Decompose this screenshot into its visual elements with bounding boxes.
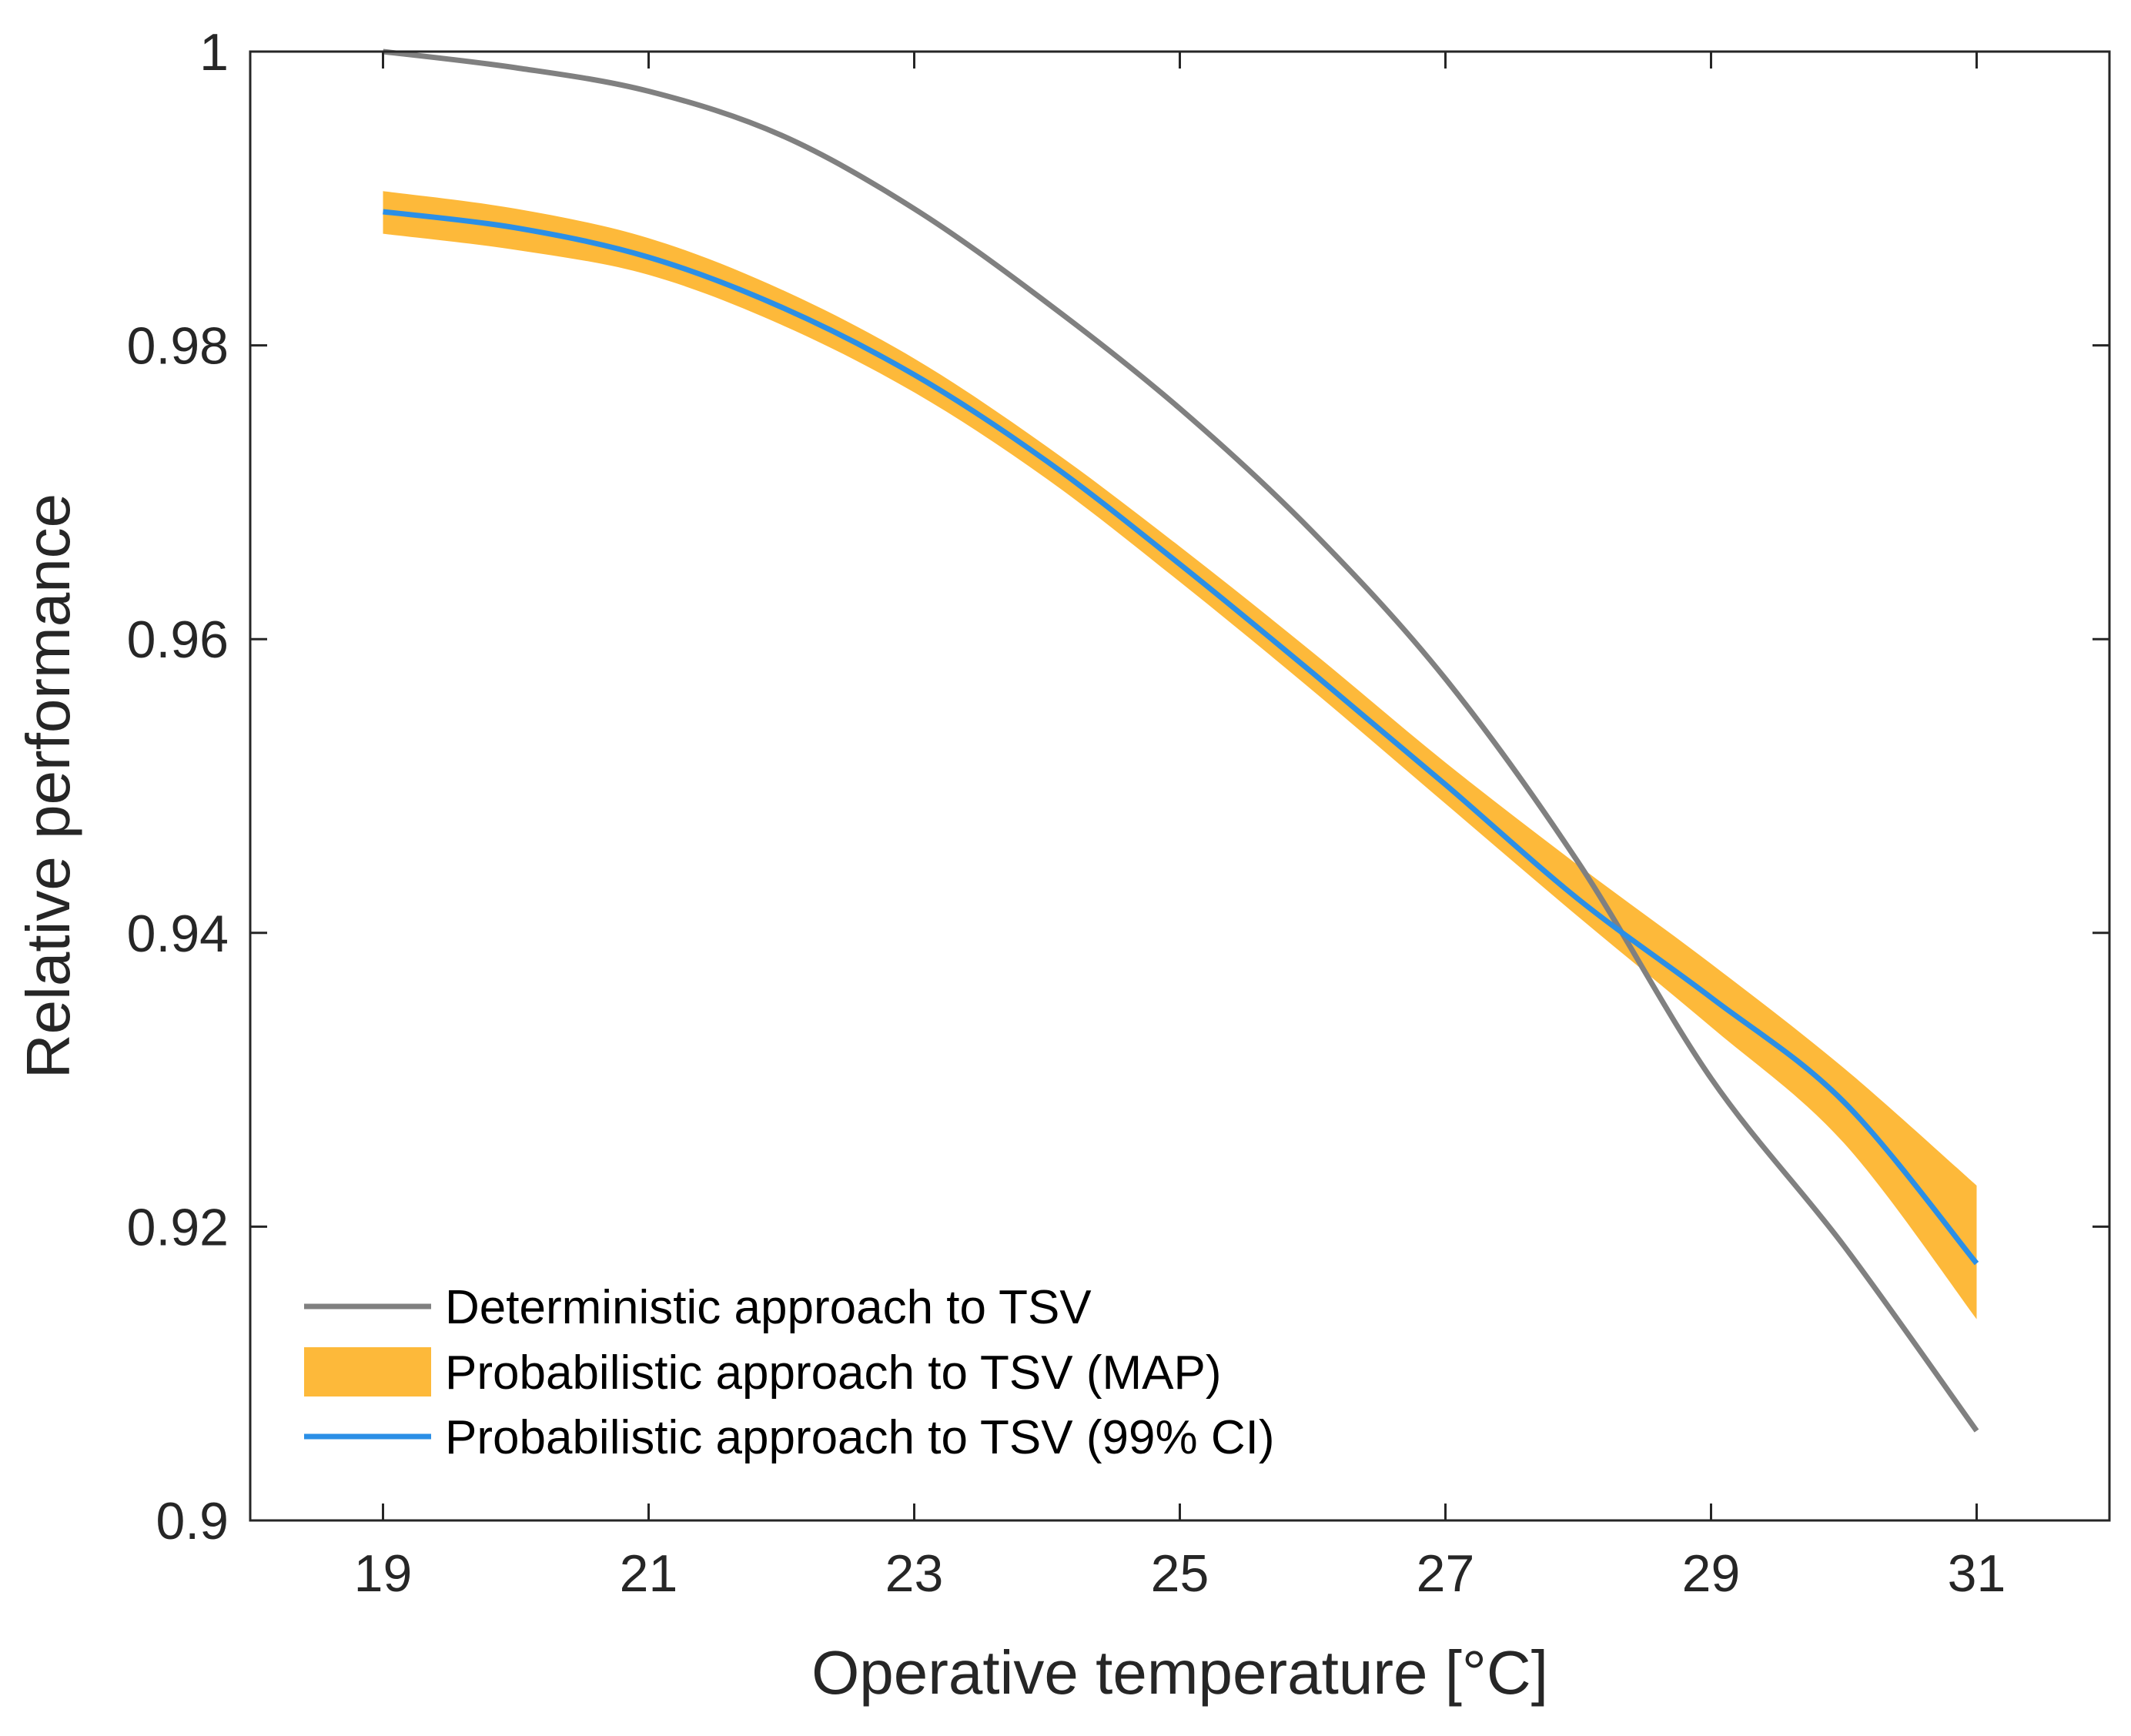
- y-tick-label: 0.92: [127, 1198, 229, 1256]
- y-tick-label: 0.96: [127, 610, 229, 669]
- legend-label: Probabilistic approach to TSV (99% CI): [445, 1411, 1274, 1464]
- x-tick-label: 21: [620, 1544, 678, 1603]
- legend-label: Probabilistic approach to TSV (MAP): [445, 1346, 1222, 1400]
- tick-layer: [250, 50, 2109, 1522]
- x-axis-title: Operative temperature [°C]: [811, 1638, 1548, 1707]
- y-tick-label: 1: [199, 23, 229, 82]
- line-layer: [383, 49, 1979, 1433]
- legend: Deterministic approach to TSV Probabilist…: [304, 1281, 1274, 1464]
- x-tick-label: 25: [1151, 1544, 1209, 1603]
- series-line-0: [383, 49, 1979, 1433]
- y-tick-label: 0.94: [127, 905, 229, 963]
- x-tick-label: 31: [1948, 1544, 2006, 1603]
- legend-label: Deterministic approach to TSV: [445, 1281, 1092, 1334]
- y-tick-label: 0.98: [127, 317, 229, 376]
- series-line-2: [383, 209, 1979, 1266]
- y-axis-title: Relative performance: [14, 493, 82, 1079]
- x-tick-label: 19: [354, 1544, 413, 1603]
- x-tick-label: 27: [1417, 1544, 1475, 1603]
- x-tick-label: 23: [885, 1544, 944, 1603]
- y-tick-label: 0.9: [156, 1492, 229, 1550]
- legend-swatch-band: [304, 1347, 431, 1396]
- x-tick-label: 29: [1682, 1544, 1741, 1603]
- tick-label-layer: 19 21 23 25 27 29 31 0.9 0.92 0.94 0.96 0.98 1: [127, 23, 2006, 1603]
